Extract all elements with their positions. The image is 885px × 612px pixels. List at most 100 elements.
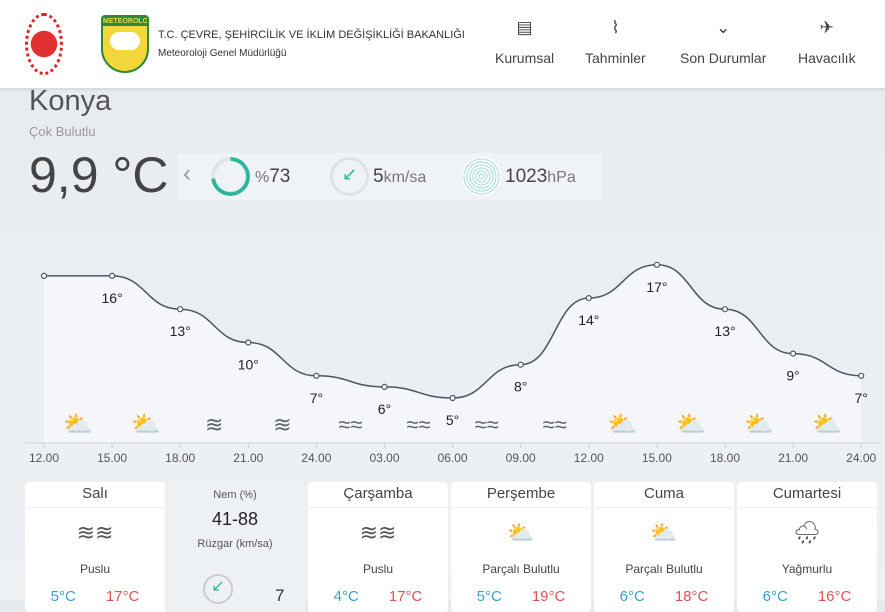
- plane-icon: ✈: [819, 18, 834, 37]
- data-label: 16°: [102, 290, 123, 306]
- partly-cloudy-icon: ⛅: [608, 411, 638, 438]
- low-temp: 6°C: [762, 588, 788, 605]
- low-temp: 4°C: [333, 588, 359, 605]
- day-description: Parçalı Bulutlu: [482, 562, 560, 576]
- ministry-seal-logo[interactable]: [25, 13, 63, 75]
- data-point: [381, 383, 388, 390]
- fog-icon: ≋: [273, 412, 291, 437]
- x-tick-label: 03.00: [369, 451, 399, 465]
- partly-cloudy-icon: ⛅: [676, 411, 706, 438]
- x-tick-label: 24.00: [846, 451, 876, 465]
- mist-icon: ≋≋: [359, 520, 397, 545]
- current-details-panel: ‹ 💧 %73 ↙ 5km/sa 1023hPa: [177, 153, 602, 200]
- day-name: Çarşamba: [308, 482, 448, 508]
- chevron-left-icon[interactable]: ‹: [183, 160, 191, 187]
- day-name: Perşembe: [451, 482, 591, 508]
- partly-cloudy-icon: ⛅: [744, 411, 774, 438]
- x-tick-label: 21.00: [233, 451, 263, 465]
- mist-icon: ≈≈: [406, 412, 430, 437]
- x-tick-label: 18.00: [710, 451, 740, 465]
- x-tick-label: 24.00: [301, 451, 331, 465]
- data-label: 5°: [446, 412, 459, 428]
- x-tick-label: 09.00: [506, 451, 536, 465]
- x-tick-label: 18.00: [165, 451, 195, 465]
- day-card[interactable]: Perşembe ⛅ Parçalı Bulutlu 5°C 19°C: [451, 482, 591, 612]
- mist-icon: ≈≈: [543, 412, 567, 437]
- humidity-value: 73: [269, 166, 291, 187]
- low-temp: 5°C: [476, 588, 502, 605]
- daily-forecast: Salı ≋≋ Puslu 5°C 17°C Nem (%) 41-88 Rüzg…: [25, 482, 877, 612]
- nav-label: Havacılık: [798, 50, 856, 66]
- low-temp: 6°C: [619, 588, 645, 605]
- partly-cloudy-icon: ⛅: [812, 411, 842, 438]
- day-description: Parçalı Bulutlu: [625, 562, 703, 576]
- org-subtitle: Meteoroloji Genel Müdürlüğü: [158, 48, 287, 59]
- day-name: Cumartesi: [737, 482, 877, 508]
- day-name: Cuma: [594, 482, 734, 508]
- nav-label: Kurumsal: [495, 50, 555, 66]
- nav-kurumsal[interactable]: ▤ Kurumsal: [495, 18, 554, 66]
- data-point: [653, 261, 661, 268]
- data-label: 13°: [170, 323, 191, 339]
- nav-tahminler[interactable]: ⌇ Tahminler: [585, 18, 646, 66]
- wind-value: 5: [373, 166, 384, 187]
- data-point: [721, 306, 729, 313]
- data-label: 6°: [378, 401, 391, 417]
- data-label: 17°: [646, 279, 667, 295]
- day-description: Yağmurlu: [781, 562, 833, 576]
- data-point: [585, 295, 592, 302]
- partly-cloudy-icon: ⛅: [131, 411, 161, 438]
- day-card[interactable]: Cuma ⛅ Parçalı Bulutlu 6°C 18°C: [594, 482, 734, 612]
- data-label: 9°: [786, 368, 799, 384]
- nav-havacilik[interactable]: ✈ Havacılık: [798, 18, 856, 66]
- x-tick-label: 06.00: [438, 451, 468, 465]
- current-temperature: 9,9 °C: [29, 147, 169, 203]
- pressure-unit: hPa: [547, 169, 576, 186]
- current-condition: Çok Bulutlu: [29, 124, 96, 139]
- day-card[interactable]: Cumartesi 🌧 Yağmurlu 6°C 16°C: [737, 482, 877, 612]
- data-label: 13°: [714, 323, 735, 339]
- data-point: [789, 350, 797, 357]
- data-label: 7°: [310, 390, 323, 406]
- humidity-range: 41-88: [211, 509, 259, 529]
- wind-direction-icon: ↙: [330, 157, 369, 196]
- high-temp: 19°C: [531, 588, 566, 605]
- day-description: Puslu: [79, 562, 111, 576]
- mist-icon: ≈≈: [475, 412, 499, 437]
- data-point: [40, 272, 48, 279]
- partly-cloudy-icon: ⛅: [650, 520, 678, 545]
- chart-icon: ⌇: [611, 18, 620, 37]
- nav-son-durumlar[interactable]: ⌄ Son Durumlar: [680, 18, 766, 66]
- humidity-label: Nem (%): [213, 489, 257, 501]
- nav-label: Tahminler: [585, 50, 646, 66]
- high-temp: 18°C: [674, 588, 709, 605]
- data-label: 7°: [855, 390, 868, 406]
- high-temp: 17°C: [388, 588, 423, 605]
- day-card[interactable]: Çarşamba ≋≋ Puslu 4°C 17°C: [308, 482, 448, 612]
- partly-cloudy-icon: ⛅: [63, 411, 93, 438]
- logo-text: METEOROLOJI: [103, 17, 149, 26]
- x-tick-label: 12.00: [29, 451, 59, 465]
- data-label: 8°: [514, 379, 527, 395]
- chevron-circle-icon: ⌄: [716, 18, 731, 37]
- day-name: Salı: [25, 482, 165, 508]
- data-point: [449, 394, 456, 402]
- humidity-prefix: %: [255, 169, 270, 186]
- document-icon: ▤: [516, 18, 533, 37]
- low-temp: 5°C: [50, 588, 76, 605]
- data-point: [177, 306, 184, 313]
- day-description: Puslu: [362, 562, 394, 576]
- droplet-icon: 💧: [225, 166, 243, 182]
- x-tick-label: 15.00: [642, 451, 672, 465]
- meteoroloji-logo[interactable]: METEOROLOJI: [101, 15, 149, 73]
- rain-icon: 🌧: [793, 520, 821, 545]
- wind-value: 7: [275, 586, 285, 605]
- day-card[interactable]: Salı ≋≋ Puslu 5°C 17°C Nem (%) 41-88 Rüzg…: [25, 482, 305, 612]
- x-tick-label: 12.00: [574, 451, 604, 465]
- high-temp: 16°C: [817, 588, 852, 605]
- chart-area: [44, 264, 862, 443]
- city-name: Konya: [29, 85, 112, 117]
- nav-label: Son Durumlar: [680, 50, 767, 66]
- header: METEOROLOJI T.C. ÇEVRE, ŞEHİRCİLİK VE İK…: [0, 0, 885, 88]
- data-label: 10°: [238, 357, 259, 373]
